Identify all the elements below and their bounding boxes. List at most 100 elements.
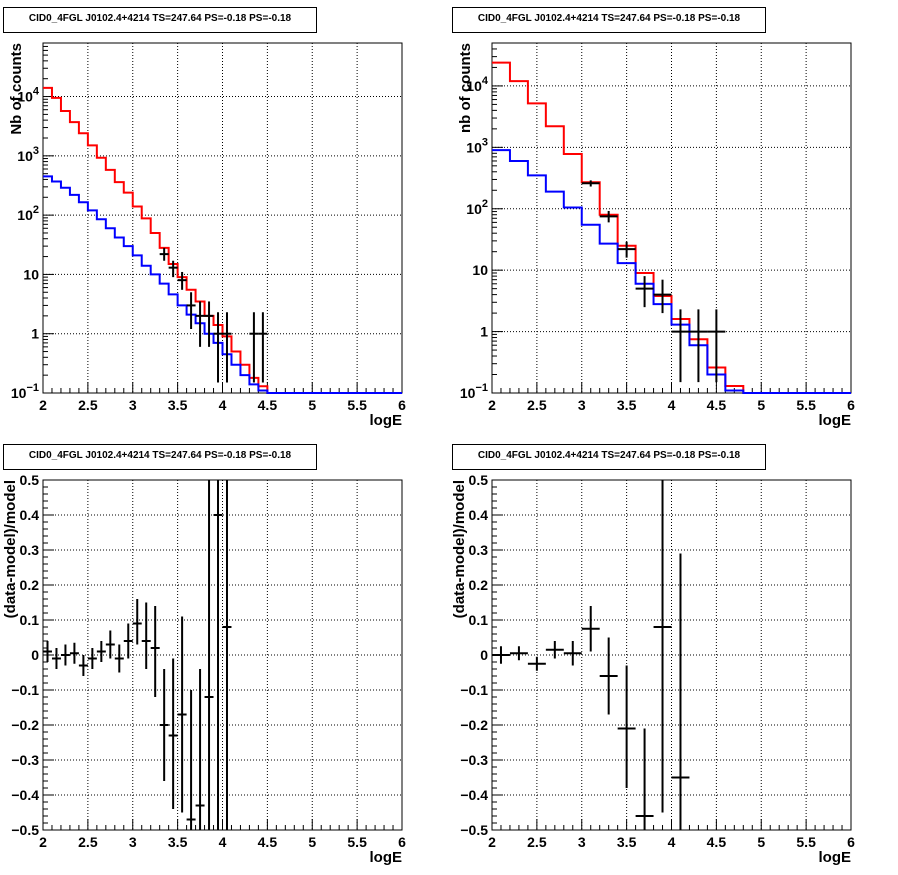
x-tick-label: 6	[398, 834, 406, 850]
y-tick-label: −0.1	[11, 682, 39, 698]
x-axis: 2 2.5 3 3.5 4 4.5 5 5.5 6	[488, 819, 855, 850]
y-tick-label: 0.3	[469, 542, 489, 558]
y-axis-title: (data-model)/model	[451, 480, 468, 618]
x-tick-label: 2	[488, 834, 496, 850]
x-tick-label: 3.5	[617, 397, 637, 413]
y-tick-label: 10−1	[11, 382, 39, 401]
y-tick-label: −0.5	[11, 822, 39, 838]
y-tick-label: 0.1	[20, 612, 40, 628]
x-tick-label: 4	[668, 397, 676, 413]
y-tick-label: 103	[17, 145, 39, 164]
chart-title: CID0_4FGL J0102.4+4214 TS=247.64 PS=-0.1…	[452, 444, 766, 470]
y-tick-label: 0.5	[469, 472, 489, 488]
y-tick-label: 104	[17, 86, 40, 105]
y-axis: 10−1 1 10 102 103 104	[11, 42, 54, 401]
chart-plot: 2 2.5 3 3.5 4 4.5 5 5.5 6logE−0.5−0.4−0.3−0.2−0.…	[2, 472, 406, 866]
y-tick-label: 0.1	[469, 612, 489, 628]
y-axis: −0.5 −0.4 −0.3 −0.2 −0.1 0 0.1 0.2 0.3 0.4 0.5	[460, 472, 503, 838]
x-axis-title: logE	[370, 412, 403, 429]
series-line-1	[492, 149, 851, 394]
x-axis: 2 2.5 3 3.5 4 4.5 5 5.5 6	[39, 819, 406, 850]
y-tick-label: 10	[23, 266, 39, 282]
y-tick-label: 1	[480, 324, 488, 340]
y-tick-label: −0.3	[11, 752, 39, 768]
x-tick-label: 2.5	[527, 834, 547, 850]
data-points	[43, 480, 232, 830]
x-axis-title: logE	[819, 412, 852, 429]
x-tick-label: 2	[39, 397, 47, 413]
x-tick-label: 2	[39, 834, 47, 850]
y-tick-label: 0.5	[20, 472, 40, 488]
x-tick-label: 5.5	[796, 397, 816, 413]
y-tick-label: −0.2	[11, 717, 39, 733]
y-tick-label: 10	[472, 262, 488, 278]
grid	[43, 480, 402, 830]
chart-panel-bottom-right: CID0_4FGL J0102.4+4214 TS=247.64 PS=-0.1…	[449, 437, 898, 875]
x-tick-label: 5	[757, 397, 765, 413]
y-axis-title: nb of counts	[457, 43, 474, 133]
x-tick-label: 4.5	[258, 397, 278, 413]
y-tick-label: 0	[31, 647, 39, 663]
x-tick-label: 5	[308, 397, 316, 413]
data-points	[159, 247, 268, 383]
x-tick-label: 2	[488, 397, 496, 413]
y-tick-label: −0.4	[11, 787, 39, 803]
x-axis-title: logE	[819, 849, 852, 866]
y-tick-label: 0.2	[20, 577, 40, 593]
x-tick-label: 3	[578, 397, 586, 413]
y-tick-label: 0	[480, 647, 488, 663]
x-tick-label: 3	[578, 834, 586, 850]
y-axis-title: Nb of counts	[8, 43, 25, 135]
data-points	[581, 180, 726, 383]
y-tick-label: 103	[466, 136, 488, 155]
chart-panel-bottom-left: CID0_4FGL J0102.4+4214 TS=247.64 PS=-0.1…	[0, 437, 449, 875]
y-tick-label: −0.1	[460, 682, 488, 698]
y-axis: 10−1 1 10 102 103 104	[460, 42, 503, 401]
y-tick-label: −0.2	[460, 717, 488, 733]
x-tick-label: 4.5	[258, 834, 278, 850]
y-tick-label: 102	[466, 198, 488, 217]
x-tick-label: 4	[219, 834, 227, 850]
chart-panel-top-left: CID0_4FGL J0102.4+4214 TS=247.64 PS=-0.1…	[0, 0, 449, 437]
x-tick-label: 4.5	[707, 834, 727, 850]
x-tick-label: 3.5	[617, 834, 637, 850]
y-axis-title: (data-model)/model	[2, 480, 19, 618]
y-tick-label: 0.3	[20, 542, 40, 558]
y-tick-label: −0.5	[460, 822, 488, 838]
x-tick-label: 5	[308, 834, 316, 850]
x-tick-label: 5	[757, 834, 765, 850]
x-tick-label: 2.5	[78, 397, 98, 413]
x-tick-label: 4.5	[707, 397, 727, 413]
x-axis: 2 2.5 3 3.5 4 4.5 5 5.5 6	[488, 382, 855, 413]
data-points	[492, 480, 690, 830]
x-tick-label: 5.5	[796, 834, 816, 850]
y-tick-label: −0.4	[460, 787, 488, 803]
y-tick-label: 0.4	[20, 507, 40, 523]
y-tick-label: 0.2	[469, 577, 489, 593]
x-tick-label: 2.5	[527, 397, 547, 413]
x-tick-label: 6	[398, 397, 406, 413]
x-tick-label: 5.5	[347, 397, 367, 413]
x-axis: 2 2.5 3 3.5 4 4.5 5 5.5 6	[39, 382, 406, 413]
x-tick-label: 3	[129, 397, 137, 413]
chart-panel-top-right: CID0_4FGL J0102.4+4214 TS=247.64 PS=-0.1…	[449, 0, 898, 437]
x-tick-label: 4	[219, 397, 227, 413]
chart-plot: 2 2.5 3 3.5 4 4.5 5 5.5 6logE−0.5−0.4−0.3−0.2−0.…	[451, 472, 855, 866]
x-tick-label: 3.5	[168, 397, 188, 413]
x-tick-label: 4	[668, 834, 676, 850]
x-tick-label: 3.5	[168, 834, 188, 850]
y-tick-label: 102	[17, 204, 39, 223]
y-tick-label: 0.4	[469, 507, 489, 523]
chart-title: CID0_4FGL J0102.4+4214 TS=247.64 PS=-0.1…	[3, 444, 317, 470]
x-tick-label: 6	[847, 397, 855, 413]
y-tick-label: 10−1	[460, 382, 488, 401]
x-tick-label: 5.5	[347, 834, 367, 850]
y-axis: −0.5 −0.4 −0.3 −0.2 −0.1 0 0.1 0.2 0.3 0.4 0.5	[11, 472, 54, 838]
y-tick-label: 104	[466, 75, 489, 94]
x-axis-title: logE	[370, 849, 403, 866]
x-tick-label: 3	[129, 834, 137, 850]
grid	[492, 43, 851, 393]
x-tick-label: 2.5	[78, 834, 98, 850]
